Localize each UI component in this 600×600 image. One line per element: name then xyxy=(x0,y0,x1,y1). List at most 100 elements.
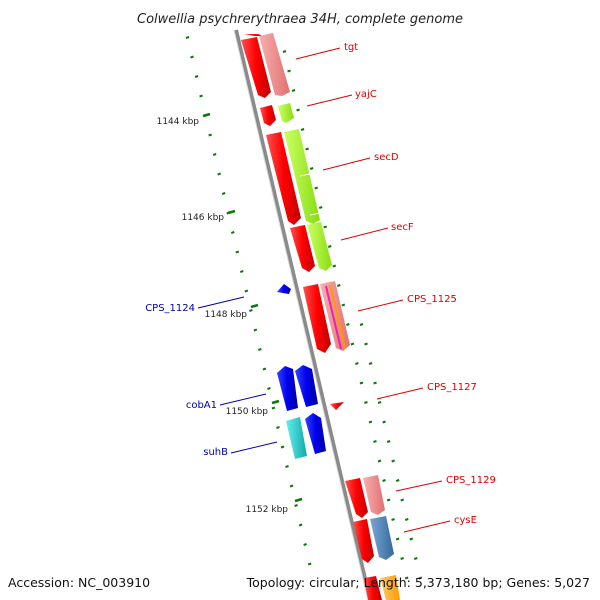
minor-tick-dot xyxy=(368,362,373,365)
minor-tick-dot xyxy=(359,381,364,385)
minor-tick-dot xyxy=(303,543,307,546)
minor-tick-dot xyxy=(221,192,226,195)
gene-label-CPS_1125[interactable]: CPS_1125 xyxy=(407,294,457,305)
minor-tick-dot xyxy=(323,225,328,229)
tick-1152 xyxy=(294,497,303,503)
tick-label-1152: 1152 kbp xyxy=(246,505,289,515)
segment-divider xyxy=(309,211,326,216)
tick-1146 xyxy=(227,209,236,215)
gene-label-tgt[interactable]: tgt xyxy=(344,42,358,53)
gene-label-secF[interactable]: secF xyxy=(391,222,414,233)
gene-CPS_1125-cds[interactable] xyxy=(303,284,331,353)
minor-tick-dot xyxy=(400,557,404,560)
label-leader-secF xyxy=(340,227,389,241)
minor-tick-dot xyxy=(305,147,309,151)
minor-tick-dot xyxy=(346,323,350,326)
minor-tick-dot xyxy=(373,381,377,385)
minor-tick-dot xyxy=(332,264,337,268)
gene-secF-cds[interactable] xyxy=(290,225,315,272)
gene-CPS_1129-cds[interactable] xyxy=(345,478,368,518)
minor-tick-dot xyxy=(271,406,276,410)
minor-tick-dot xyxy=(377,401,382,404)
gene-label-suhB[interactable]: suhB xyxy=(203,447,228,458)
gene-label-yajC[interactable]: yajC xyxy=(355,89,377,100)
minor-tick-dot xyxy=(404,518,409,521)
minor-tick-dot xyxy=(395,537,400,541)
minor-tick-dot xyxy=(185,36,190,39)
gene-CPS_1124-cds[interactable] xyxy=(277,284,291,294)
label-leader-CPS_1127 xyxy=(376,387,424,400)
gene-partial-bottom-cds[interactable] xyxy=(364,576,382,600)
minor-tick-dot xyxy=(327,245,332,248)
tick-label-1148: 1148 kbp xyxy=(205,310,248,320)
minor-tick-dot xyxy=(267,387,271,390)
minor-tick-dot xyxy=(287,69,291,73)
gene-CPS_1125-feature xyxy=(320,281,350,351)
minor-tick-dot xyxy=(258,348,262,351)
forward-feature-track xyxy=(259,33,400,600)
minor-tick-dot xyxy=(280,445,285,449)
gene-cobA1-cds-2[interactable] xyxy=(295,365,318,407)
gene-label-CPS_1129[interactable]: CPS_1129 xyxy=(446,475,496,486)
gene-cysE-cds[interactable] xyxy=(353,519,374,563)
genome-summary-text: Topology: circular; Length: 5,373,180 bp… xyxy=(246,575,590,590)
gene-CPS_1127-cds[interactable] xyxy=(330,402,344,410)
minor-tick-dot xyxy=(341,303,346,307)
gene-CPS_1125-cog-magenta xyxy=(325,285,342,350)
minor-tick-dot xyxy=(359,323,364,326)
accession-text: Accession: NC_003910 xyxy=(8,575,150,590)
gene-tgt-feature xyxy=(259,33,290,96)
minor-tick-dot xyxy=(391,459,395,463)
gene-label-cysE[interactable]: cysE xyxy=(454,515,477,526)
minor-tick-dot xyxy=(373,440,377,443)
gene-tgt-cds[interactable] xyxy=(241,37,271,98)
gene-secD-cds[interactable] xyxy=(266,132,301,225)
minor-tick-dot xyxy=(208,133,212,137)
genome-backbone xyxy=(234,29,372,600)
minor-tick-dot xyxy=(418,576,423,580)
gene-cobA1-cds[interactable] xyxy=(277,366,298,411)
minor-tick-dot xyxy=(289,484,294,488)
minor-tick-dot xyxy=(300,128,305,131)
minor-tick-dot xyxy=(350,342,355,346)
minor-tick-dot xyxy=(400,498,405,502)
gene-label-CPS_1124[interactable]: CPS_1124 xyxy=(145,303,195,314)
tick-track xyxy=(185,36,423,580)
gene-CPS_1125-cog-orange xyxy=(329,284,346,350)
forward-gene-labels: tgt yajC secD secF CPS_1125 CPS_1127 CPS… xyxy=(295,42,496,533)
minor-tick-dot xyxy=(314,186,318,190)
minor-tick-dot xyxy=(409,537,414,541)
label-leader-suhB xyxy=(230,441,278,454)
gene-yajC-feature xyxy=(278,103,294,123)
minor-tick-dot xyxy=(212,153,217,156)
minor-tick-dot xyxy=(364,401,368,404)
minor-tick-dot xyxy=(276,426,280,429)
gene-tgt-cds[interactable] xyxy=(244,34,268,38)
minor-tick-dot xyxy=(285,465,289,468)
gene-label-secD[interactable]: secD xyxy=(374,152,399,163)
minor-tick-dot xyxy=(404,576,409,580)
minor-tick-dot xyxy=(239,270,244,273)
label-leader-secD xyxy=(322,157,371,171)
reverse-gene-labels: CPS_1124 cobA1 suhB xyxy=(145,296,278,458)
gene-CPS_1129-feature xyxy=(363,475,385,515)
reverse-cds-track xyxy=(277,284,326,459)
minor-tick-dot xyxy=(382,420,386,424)
tick-label-1144: 1144 kbp xyxy=(157,117,200,127)
gene-suhB-cds[interactable] xyxy=(305,413,326,454)
minor-tick-dot xyxy=(377,459,382,463)
gene-yajC-cds[interactable] xyxy=(260,105,276,126)
label-leader-yajC xyxy=(306,94,353,107)
gene-label-CPS_1127[interactable]: CPS_1127 xyxy=(427,382,477,393)
gene-label-cobA1[interactable]: cobA1 xyxy=(186,400,217,411)
minor-tick-dot xyxy=(217,172,221,176)
minor-tick-dot xyxy=(307,562,312,566)
segment-divider xyxy=(299,172,315,177)
minor-tick-dot xyxy=(355,362,359,365)
tick-1148 xyxy=(250,303,259,309)
minor-tick-dot xyxy=(391,518,395,521)
label-leader-cobA1 xyxy=(219,393,267,406)
minor-tick-dot xyxy=(386,498,391,502)
gene-secF-feature xyxy=(307,222,332,271)
